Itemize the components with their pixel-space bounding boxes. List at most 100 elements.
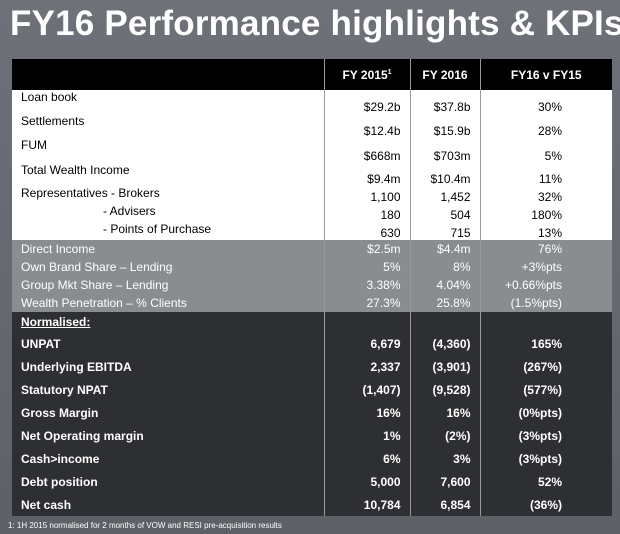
change-value: (267%) bbox=[479, 355, 612, 378]
table-row: Net cash 10,784 6,854 (36%) bbox=[12, 493, 612, 516]
table-row: - Advisers 180 504 180% bbox=[12, 204, 612, 222]
fy16-value: $4.4m bbox=[409, 240, 480, 258]
row-label: FUM bbox=[12, 138, 324, 163]
row-label: Own Brand Share – Lending bbox=[12, 258, 324, 276]
change-value: 30% bbox=[479, 90, 612, 114]
fy16-value: (3,901) bbox=[409, 355, 480, 378]
row-label: Statutory NPAT bbox=[12, 378, 324, 401]
row-label: Settlements bbox=[12, 114, 324, 138]
table-row: Loan book $29.2b $37.8b 30% bbox=[12, 90, 612, 114]
table-row: Debt position 5,000 7,600 52% bbox=[12, 470, 612, 493]
fy16-value: 504 bbox=[409, 204, 480, 222]
row-label: Gross Margin bbox=[12, 401, 324, 424]
row-label: Total Wealth Income bbox=[12, 163, 324, 186]
change-value: 165% bbox=[479, 332, 612, 355]
header-fy2016: FY 2016 bbox=[409, 59, 480, 90]
fy15-value: $12.4b bbox=[323, 114, 410, 138]
fy16-value: 1,452 bbox=[409, 186, 480, 204]
fy15-value: 630 bbox=[323, 222, 410, 240]
header-fy2015-text: FY 2015 bbox=[342, 67, 388, 82]
footnote: 1: 1H 2015 normalised for 2 months of VO… bbox=[8, 521, 282, 530]
fy16-value: $37.8b bbox=[409, 90, 480, 114]
table-row: Cash>income 6% 3% (3%pts) bbox=[12, 447, 612, 470]
fy16-value: 715 bbox=[409, 222, 480, 240]
fy15-value: 2,337 bbox=[323, 355, 410, 378]
fy16-value: 4.04% bbox=[409, 276, 480, 294]
fy15-value: $668m bbox=[323, 138, 410, 163]
fy16-value: 25.8% bbox=[409, 294, 480, 312]
table-row: Statutory NPAT (1,407) (9,528) (577%) bbox=[12, 378, 612, 401]
change-value: (577%) bbox=[479, 378, 612, 401]
fy16-value: 7,600 bbox=[409, 470, 480, 493]
table-row: Net Operating margin 1% (2%) (3%pts) bbox=[12, 424, 612, 447]
fy15-value: $2.5m bbox=[323, 240, 410, 258]
fy16-value: $10.4m bbox=[409, 163, 480, 186]
empty-cell bbox=[479, 312, 612, 332]
fy16-value: 6,854 bbox=[409, 493, 480, 516]
header-fy2015: FY 20151 bbox=[323, 59, 410, 90]
header-change: FY16 v FY15 bbox=[479, 59, 612, 90]
change-value: +0.66%pts bbox=[479, 276, 612, 294]
kpi-table: FY 20151 FY 2016 FY16 v FY15 Loan book $… bbox=[12, 59, 612, 516]
row-label: Net Operating margin bbox=[12, 424, 324, 447]
change-value: 5% bbox=[479, 138, 612, 163]
change-value: 11% bbox=[479, 163, 612, 186]
change-value: (0%pts) bbox=[479, 401, 612, 424]
table-row: - Points of Purchase 630 715 13% bbox=[12, 222, 612, 240]
table-row-heading: Normalised: bbox=[12, 312, 612, 332]
fy15-value: $9.4m bbox=[323, 163, 410, 186]
table-row: Settlements $12.4b $15.9b 28% bbox=[12, 114, 612, 138]
table-row: Representatives - Brokers 1,100 1,452 32… bbox=[12, 186, 612, 204]
row-label: Cash>income bbox=[12, 447, 324, 470]
row-label: Representatives - Brokers bbox=[12, 186, 324, 204]
fy16-value: (2%) bbox=[409, 424, 480, 447]
fy15-value: 16% bbox=[323, 401, 410, 424]
table-row: Own Brand Share – Lending 5% 8% +3%pts bbox=[12, 258, 612, 276]
change-value: 28% bbox=[479, 114, 612, 138]
table-row: Underlying EBITDA 2,337 (3,901) (267%) bbox=[12, 355, 612, 378]
row-label: - Advisers bbox=[12, 204, 324, 222]
footnote-marker: 1 bbox=[387, 68, 392, 76]
row-label: Net cash bbox=[12, 493, 324, 516]
normalised-heading: Normalised: bbox=[12, 312, 324, 332]
row-label: - Points of Purchase bbox=[12, 222, 324, 240]
row-label: UNPAT bbox=[12, 332, 324, 355]
change-value: 13% bbox=[479, 222, 612, 240]
page-title: FY16 Performance highlights & KPIs bbox=[10, 4, 620, 43]
fy16-value: $703m bbox=[409, 138, 480, 163]
row-label: Debt position bbox=[12, 470, 324, 493]
fy15-value: 5% bbox=[323, 258, 410, 276]
table-row: FUM $668m $703m 5% bbox=[12, 138, 612, 163]
header-label-col bbox=[12, 59, 324, 90]
change-value: (3%pts) bbox=[479, 447, 612, 470]
change-value: 180% bbox=[479, 204, 612, 222]
table-row: Total Wealth Income $9.4m $10.4m 11% bbox=[12, 163, 612, 186]
fy16-value: 3% bbox=[409, 447, 480, 470]
fy16-value: (4,360) bbox=[409, 332, 480, 355]
fy15-value: (1,407) bbox=[323, 378, 410, 401]
row-label: Group Mkt Share – Lending bbox=[12, 276, 324, 294]
fy16-value: 8% bbox=[409, 258, 480, 276]
table-row: Direct Income $2.5m $4.4m 76% bbox=[12, 240, 612, 258]
table-row: UNPAT 6,679 (4,360) 165% bbox=[12, 332, 612, 355]
fy15-value: 6,679 bbox=[323, 332, 410, 355]
fy16-value: 16% bbox=[409, 401, 480, 424]
row-label: Direct Income bbox=[12, 240, 324, 258]
fy15-value: 180 bbox=[323, 204, 410, 222]
table-row: Group Mkt Share – Lending 3.38% 4.04% +0… bbox=[12, 276, 612, 294]
change-value: 76% bbox=[479, 240, 612, 258]
fy15-value: 1,100 bbox=[323, 186, 410, 204]
fy15-value: $29.2b bbox=[323, 90, 410, 114]
fy15-value: 1% bbox=[323, 424, 410, 447]
fy16-value: $15.9b bbox=[409, 114, 480, 138]
change-value: +3%pts bbox=[479, 258, 612, 276]
fy15-value: 5,000 bbox=[323, 470, 410, 493]
fy16-value: (9,528) bbox=[409, 378, 480, 401]
change-value: (3%pts) bbox=[479, 424, 612, 447]
fy15-value: 6% bbox=[323, 447, 410, 470]
change-value: (1.5%pts) bbox=[479, 294, 612, 312]
fy15-value: 27.3% bbox=[323, 294, 410, 312]
empty-cell bbox=[409, 312, 480, 332]
row-label: Wealth Penetration – % Clients bbox=[12, 294, 324, 312]
change-value: (36%) bbox=[479, 493, 612, 516]
